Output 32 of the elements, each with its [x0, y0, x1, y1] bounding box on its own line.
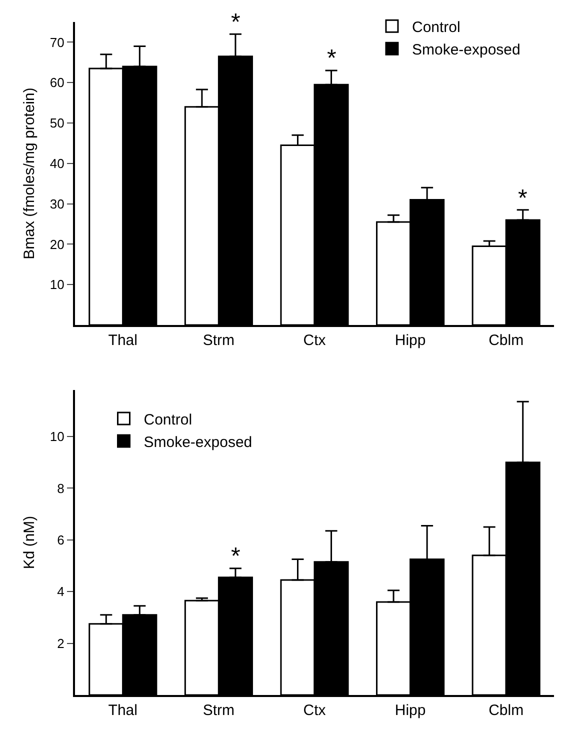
y-tick-label: 60 [50, 75, 64, 90]
x-tick-label: Ctx [303, 702, 326, 719]
y-tick-label: 40 [50, 156, 64, 171]
y-tick-label: 70 [50, 34, 64, 50]
x-tick-label: Ctx [303, 332, 326, 349]
x-tick-label: Strm [202, 702, 235, 719]
y-axis-title: Kd (nM) [21, 516, 38, 570]
annotation: * [327, 45, 336, 72]
y-axis-title: Bmax (fmoles/mg protein) [21, 88, 38, 260]
y-tick-label: 6 [57, 532, 64, 548]
x-tick-label: Cblm [488, 332, 524, 349]
y-tick-label: 8 [57, 480, 64, 496]
x-tick-label: Thal [108, 702, 138, 719]
y-tick-label: 20 [50, 236, 64, 252]
x-tick-label: Hipp [394, 332, 426, 349]
annotation: * [518, 185, 528, 212]
legend-label: Smoke-exposed [412, 41, 520, 58]
legend-label: Control [144, 411, 192, 428]
annotation: * [231, 9, 240, 36]
y-tick-label: 30 [50, 196, 64, 212]
x-tick-label: Strm [202, 332, 235, 349]
x-tick-label: Thal [108, 332, 138, 349]
y-tick-label: 2 [57, 636, 64, 651]
legend-label: Smoke-exposed [144, 434, 252, 451]
y-tick-label: 4 [57, 584, 64, 600]
y-tick-label: 10 [50, 429, 64, 444]
x-tick-label: Cblm [488, 702, 524, 719]
y-tick-label: 10 [50, 277, 64, 292]
annotation: * [231, 543, 240, 570]
legend-label: Control [412, 18, 460, 36]
x-tick-label: Hipp [394, 702, 426, 719]
y-tick-label: 50 [50, 116, 64, 131]
